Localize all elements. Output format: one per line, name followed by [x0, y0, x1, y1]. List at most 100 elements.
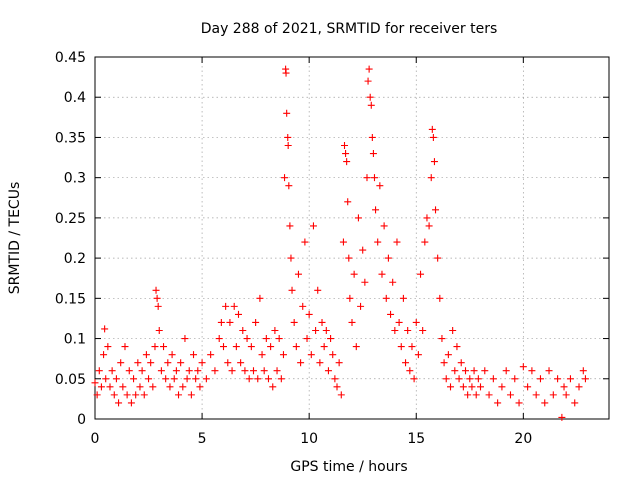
data-point: [453, 343, 461, 351]
data-point: [249, 367, 257, 375]
data-points: [91, 65, 589, 421]
data-point: [177, 359, 185, 367]
data-point: [181, 335, 189, 343]
data-point: [145, 375, 153, 383]
y-tick-label: 0.4: [64, 90, 86, 106]
data-point: [273, 367, 281, 375]
x-tick-label: 5: [198, 431, 207, 447]
data-point: [376, 182, 384, 190]
data-point: [112, 375, 120, 383]
y-tick-labels: 0 0.05 0.1 0.15 0.2 0.25 0.3 0.35 0.4 0.45: [55, 50, 86, 428]
data-point: [366, 93, 374, 101]
data-point: [134, 359, 142, 367]
data-point: [341, 141, 349, 149]
y-tick-label: 0: [77, 412, 86, 428]
data-point: [472, 391, 480, 399]
data-point: [442, 375, 450, 383]
data-point: [350, 270, 358, 278]
data-point: [374, 238, 382, 246]
data-point: [312, 327, 320, 335]
data-point: [192, 375, 200, 383]
data-point: [108, 367, 116, 375]
data-point: [309, 222, 317, 230]
data-point: [327, 335, 335, 343]
data-point: [297, 359, 305, 367]
data-point: [395, 318, 403, 326]
data-point: [93, 391, 101, 399]
data-point: [258, 351, 266, 359]
data-point: [151, 343, 159, 351]
data-point: [132, 391, 140, 399]
data-point: [393, 238, 401, 246]
data-point: [481, 367, 489, 375]
data-point: [127, 399, 135, 407]
data-point: [502, 367, 510, 375]
data-point: [342, 150, 350, 158]
data-point: [102, 375, 110, 383]
data-point: [100, 351, 108, 359]
data-point: [468, 383, 476, 391]
data-point: [575, 383, 583, 391]
data-point: [170, 375, 178, 383]
data-point: [138, 367, 146, 375]
data-point: [269, 383, 277, 391]
data-point: [554, 375, 562, 383]
data-point: [579, 367, 587, 375]
data-point: [152, 286, 160, 294]
data-point: [432, 206, 440, 214]
data-point: [558, 413, 566, 421]
plot-frame: [94, 56, 610, 420]
data-point: [524, 383, 532, 391]
data-point: [462, 367, 470, 375]
data-point: [447, 383, 455, 391]
data-point: [147, 359, 155, 367]
data-point: [271, 327, 279, 335]
data-point: [498, 383, 506, 391]
data-point: [404, 327, 412, 335]
data-point: [444, 351, 452, 359]
data-point: [290, 318, 298, 326]
data-point: [283, 109, 291, 117]
data-point: [378, 270, 386, 278]
data-point: [506, 391, 514, 399]
data-point: [232, 343, 240, 351]
data-point: [337, 391, 345, 399]
data-point: [532, 391, 540, 399]
data-point: [361, 278, 369, 286]
data-point: [464, 391, 472, 399]
data-point: [354, 214, 362, 222]
data-point: [335, 359, 343, 367]
data-point: [157, 367, 165, 375]
data-point: [149, 383, 157, 391]
data-point: [164, 359, 172, 367]
data-point: [364, 77, 372, 85]
data-point: [387, 310, 395, 318]
data-point: [430, 158, 438, 166]
data-point: [412, 318, 420, 326]
data-point: [566, 375, 574, 383]
data-point: [97, 383, 105, 391]
y-tick-label: 0.45: [55, 50, 86, 66]
y-tick-label: 0.15: [55, 291, 86, 307]
data-point: [414, 351, 422, 359]
data-point: [117, 359, 125, 367]
data-point: [123, 391, 131, 399]
data-point: [239, 327, 247, 335]
data-point: [155, 327, 163, 335]
data-point: [436, 294, 444, 302]
data-point: [391, 327, 399, 335]
data-point: [282, 69, 290, 77]
data-point: [417, 270, 425, 278]
y-tick-label: 0.35: [55, 130, 86, 146]
data-point: [421, 238, 429, 246]
data-point: [410, 375, 418, 383]
data-point: [560, 383, 568, 391]
data-point: [260, 367, 268, 375]
data-point: [451, 367, 459, 375]
x-axis-label: GPS time / hours: [290, 459, 407, 475]
data-point: [168, 351, 176, 359]
data-point: [382, 294, 390, 302]
data-point: [281, 174, 289, 182]
data-point: [322, 327, 330, 335]
